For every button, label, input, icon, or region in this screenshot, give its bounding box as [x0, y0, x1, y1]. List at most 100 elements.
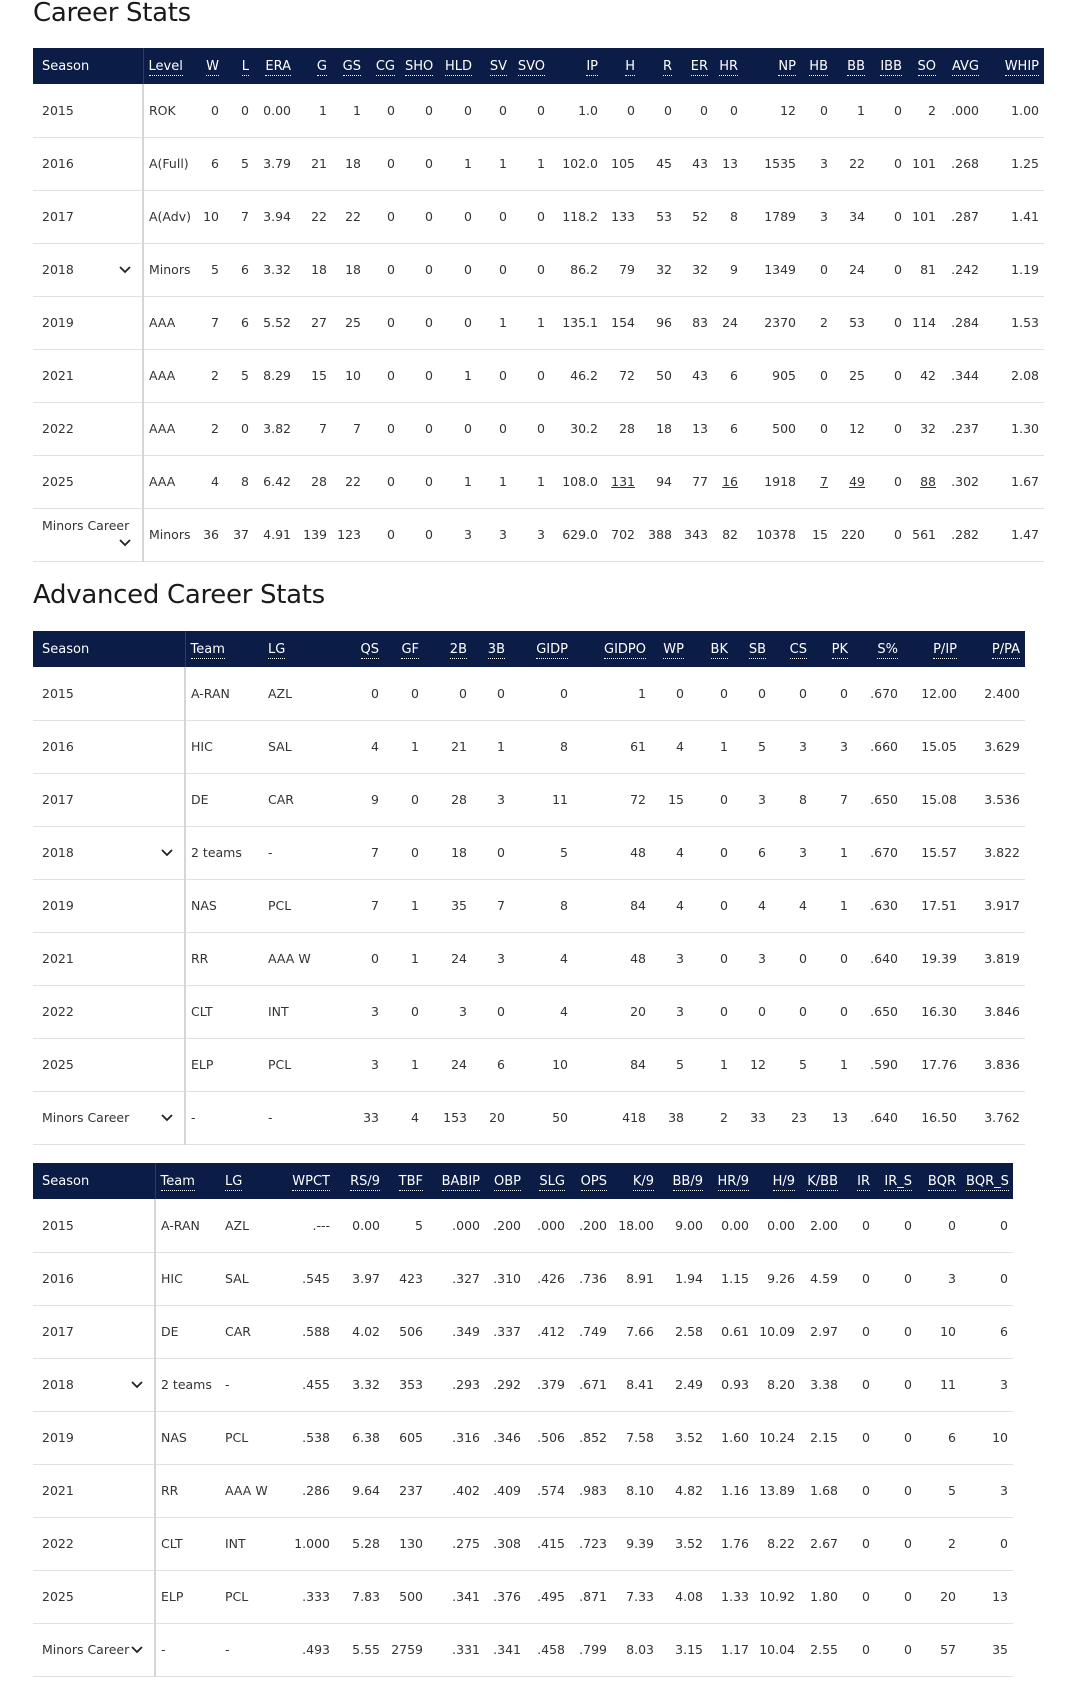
column-header-bqr[interactable]: BQR [917, 1163, 961, 1199]
column-header-k-per-9[interactable]: K/9 [612, 1163, 659, 1199]
column-header-ops[interactable]: OPS [570, 1163, 612, 1199]
season-label: 2018 [42, 262, 74, 277]
season-cell: 2019 [33, 296, 144, 349]
stat-bb[interactable]: 49 [833, 455, 870, 508]
stat-lg: AAA W [225, 1483, 268, 1498]
stat-ir: 0 [862, 1483, 870, 1498]
stat-3b: 20 [489, 1110, 505, 1125]
stat-link[interactable]: 49 [849, 474, 865, 489]
column-header-wpct[interactable]: WPCT [275, 1163, 335, 1199]
chevron-down-icon[interactable] [130, 1379, 144, 1391]
column-header-sv[interactable]: SV [477, 48, 512, 84]
stat-w: 4 [211, 474, 219, 489]
column-header-hr-per-9[interactable]: HR/9 [708, 1163, 754, 1199]
column-header-qs[interactable]: QS [331, 631, 384, 667]
chevron-down-icon[interactable] [118, 264, 132, 276]
column-header-hld[interactable]: HLD [438, 48, 477, 84]
chevron-down-icon[interactable] [130, 1644, 144, 1656]
column-header-bb[interactable]: BB [833, 48, 870, 84]
column-header-slg[interactable]: SLG [526, 1163, 570, 1199]
column-header-babip[interactable]: BABIP [428, 1163, 485, 1199]
column-header-er[interactable]: ER [677, 48, 713, 84]
column-header-cs[interactable]: CS [771, 631, 812, 667]
column-header-spct[interactable]: S% [853, 631, 903, 667]
stat-cs: 4 [799, 898, 807, 913]
chevron-down-icon[interactable] [118, 537, 132, 549]
column-header-sho[interactable]: SHO [400, 48, 438, 84]
column-header-ibb[interactable]: IBB [870, 48, 907, 84]
column-header-era[interactable]: ERA [254, 48, 296, 84]
column-header-ip[interactable]: IP [550, 48, 603, 84]
stat-svo: 0 [537, 368, 545, 383]
stat-p-per-pa: 3.629 [984, 739, 1020, 754]
stat-so[interactable]: 88 [907, 455, 941, 508]
column-header-tbf[interactable]: TBF [385, 1163, 428, 1199]
column-header-label: SO [917, 58, 936, 76]
column-header-bqr-s[interactable]: BQR_S [961, 1163, 1013, 1199]
column-header-team[interactable]: Team [185, 631, 263, 667]
column-header-g[interactable]: G [296, 48, 332, 84]
stat-obp: .292 [493, 1377, 521, 1392]
column-header-bb-per-9[interactable]: BB/9 [659, 1163, 708, 1199]
column-header-sb[interactable]: SB [733, 631, 771, 667]
column-header-hr[interactable]: HR [713, 48, 743, 84]
column-header-gidpo[interactable]: GIDPO [573, 631, 651, 667]
column-header-h-per-9[interactable]: H/9 [754, 1163, 800, 1199]
column-header-so[interactable]: SO [907, 48, 941, 84]
stat-rs-per-9: 9.64 [352, 1483, 380, 1498]
column-header-season[interactable]: Season [33, 631, 186, 667]
column-header-lg[interactable]: LG [263, 631, 331, 667]
column-header-h[interactable]: H [603, 48, 640, 84]
column-header-pk[interactable]: PK [812, 631, 853, 667]
column-header-3b[interactable]: 3B [472, 631, 510, 667]
stat-link[interactable]: 16 [722, 474, 738, 489]
chevron-down-icon[interactable] [160, 847, 174, 859]
stat-hr[interactable]: 16 [713, 455, 743, 508]
column-header-gs[interactable]: GS [332, 48, 366, 84]
column-header-ir[interactable]: IR [843, 1163, 875, 1199]
column-header-gidp[interactable]: GIDP [510, 631, 573, 667]
stat-link[interactable]: 7 [820, 474, 828, 489]
stat-h: 0 [627, 102, 635, 118]
column-header-2b[interactable]: 2B [424, 631, 472, 667]
stat-link[interactable]: 88 [920, 474, 936, 489]
column-header-obp[interactable]: OBP [485, 1163, 526, 1199]
column-header-rs-per-9[interactable]: RS/9 [335, 1163, 385, 1199]
column-header-label: LG [225, 1173, 243, 1191]
stat-hb[interactable]: 7 [801, 455, 833, 508]
column-header-k-per-bb[interactable]: K/BB [800, 1163, 843, 1199]
chevron-down-icon[interactable] [160, 1112, 174, 1124]
season-cell: 2018 [33, 1358, 156, 1411]
column-header-wp[interactable]: WP [651, 631, 689, 667]
column-header-r[interactable]: R [640, 48, 677, 84]
column-header-l[interactable]: L [224, 48, 254, 84]
stat-h[interactable]: 131 [603, 455, 640, 508]
column-header-season[interactable]: Season [33, 1163, 156, 1199]
column-header-bk[interactable]: BK [689, 631, 733, 667]
stat-hb: 2 [820, 315, 828, 330]
column-header-ir-s[interactable]: IR_S [875, 1163, 917, 1199]
column-header-lg[interactable]: LG [220, 1163, 275, 1199]
column-header-p-per-pa[interactable]: P/PA [962, 631, 1025, 667]
stat-babip: .316 [452, 1430, 480, 1445]
column-header-level[interactable]: Level [143, 48, 195, 84]
column-header-cg[interactable]: CG [366, 48, 400, 84]
column-header-season[interactable]: Season [33, 48, 144, 84]
column-header-p-per-ip[interactable]: P/IP [903, 631, 962, 667]
stat-h: 79 [619, 262, 635, 277]
column-header-svo[interactable]: SVO [512, 48, 550, 84]
column-header-avg[interactable]: AVG [941, 48, 984, 84]
stat-link[interactable]: 131 [611, 474, 635, 489]
career-stats-table-container[interactable]: Season Level W L ERA G GS CG SHO HLD SV SVO IP H R ER HR… [33, 48, 1053, 562]
column-header-hb[interactable]: HB [801, 48, 833, 84]
column-header-whip[interactable]: WHIP [984, 48, 1044, 84]
column-header-w[interactable]: W [195, 48, 224, 84]
column-header-np[interactable]: NP [743, 48, 801, 84]
advanced-stats-table-2-container[interactable]: Season Team LG WPCT RS/9 TBF BABIP OBP SLG OPS K/9… [33, 1163, 1053, 1677]
column-header-gf[interactable]: GF [384, 631, 424, 667]
advanced-stats-table-1-container[interactable]: Season Team LG QS GF 2B 3B GIDP GIDPO WP BK SB CS PK S… [33, 631, 1053, 1145]
column-header-team[interactable]: Team [155, 1163, 220, 1199]
stat-sv: 1 [499, 474, 507, 489]
season-label: 2016 [42, 156, 74, 171]
stat-qs: 0 [371, 685, 379, 701]
